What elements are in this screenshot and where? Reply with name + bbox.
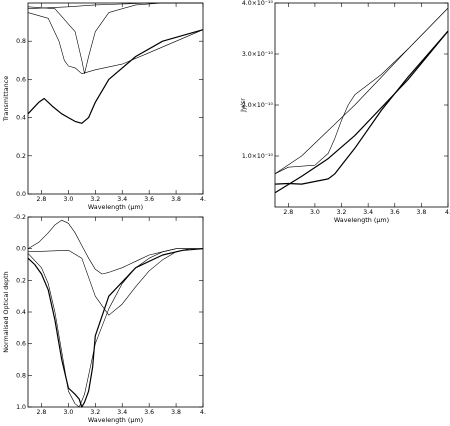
chart-3-y-tick-label: 0.0: [16, 246, 26, 253]
chart-3-frame: [27, 216, 204, 408]
chart-1-y-tick-label: 0.6: [16, 76, 26, 83]
chart-3-series-2-line: [27, 248, 203, 408]
chart-2-series-2-line: [274, 30, 449, 194]
chart-3-y-tick-label: 0.8: [16, 372, 26, 379]
chart-1-y-tick-label: 0.0: [16, 191, 26, 198]
chart-2-series-1-line: [274, 7, 449, 175]
chart-1-series-3-line: [27, 2, 203, 9]
chart-1-y-axis-label: Transmittance: [2, 76, 10, 122]
chart-3-y-tick-label: 0.2: [16, 277, 26, 284]
chart-3-x-tick-label: 2.8: [37, 409, 47, 416]
chart-2-x-tick-label: 3.4: [363, 209, 373, 216]
chart-3-x-axis-label: Wavelength (μm): [88, 416, 143, 424]
chart-2-y-tick-label: 1.0×10⁻¹⁰: [242, 153, 274, 160]
chart-1-y-tick-label: 0.8: [16, 38, 26, 45]
chart-2-series-3-line: [274, 7, 449, 175]
chart-1-series-4-line: [27, 29, 204, 124]
chart-2-x-tick-label: 3.8: [416, 209, 426, 216]
chart-3-y-tick-label: 0.6: [16, 341, 26, 348]
chart-1-x-tick-label: 3.0: [63, 196, 73, 203]
chart-3-y-tick-label: 0.4: [16, 309, 26, 316]
chart-3-x-tick-label: 3.0: [63, 409, 73, 416]
chart-1-series-1-line: [27, 2, 203, 74]
chart-2-y-tick-label: 3.0×10⁻¹⁰: [242, 51, 274, 58]
chart-2-x-tick-label: 4.: [445, 209, 450, 216]
chart-2-y-axis-label: Jy/sr: [239, 98, 247, 113]
chart-1-x-tick-label: 3.4: [117, 196, 127, 203]
chart-1-x-tick-label: 2.8: [37, 196, 47, 203]
chart-1-series-2-line: [27, 12, 204, 74]
chart-1-x-axis-label: Wavelength (μm): [88, 203, 143, 211]
chart-1-x-tick-label: 4.: [200, 196, 206, 203]
chart-3-series-3-line: [27, 248, 204, 408]
chart-2-y-tick-label: 4.0×10⁻¹⁰: [242, 0, 274, 7]
chart-2-y-tick-label: 2.0×10⁻¹⁰: [242, 102, 274, 109]
chart-3-y-tick-label: 1.0: [16, 404, 26, 411]
chart-1-y-tick-label: 0.2: [16, 153, 26, 160]
chart-3-x-tick-label: 3.6: [144, 409, 154, 416]
chart-2-x-tick-label: 3.0: [310, 209, 320, 216]
chart-1-x-tick-label: 3.8: [171, 196, 181, 203]
chart-3-series-4-line: [27, 248, 203, 316]
chart-3-series-1-line: [27, 219, 203, 275]
chart-2-x-tick-label: 3.2: [337, 209, 347, 216]
chart-3-x-tick-label: 3.8: [171, 409, 181, 416]
chart-3-y-axis-label: Normalised Optical depth: [2, 271, 10, 352]
chart-3-y-tick-label: -0.2: [14, 214, 26, 221]
chart-1-x-tick-label: 3.6: [144, 196, 154, 203]
chart-1-frame: [27, 2, 204, 195]
chart-3-x-tick-label: 3.2: [90, 409, 100, 416]
chart-2-x-tick-label: 3.6: [390, 209, 400, 216]
chart-3-x-tick-label: 3.4: [117, 409, 127, 416]
chart-2-x-axis-label: Wavelength (μm): [334, 216, 389, 224]
chart-2-x-tick-label: 2.8: [283, 209, 293, 216]
chart-1-x-tick-label: 3.2: [90, 196, 100, 203]
chart-3-x-tick-label: 4.: [200, 409, 206, 416]
chart-1-y-tick-label: 0.4: [16, 115, 26, 122]
chart-2-series-4-line: [274, 30, 449, 185]
